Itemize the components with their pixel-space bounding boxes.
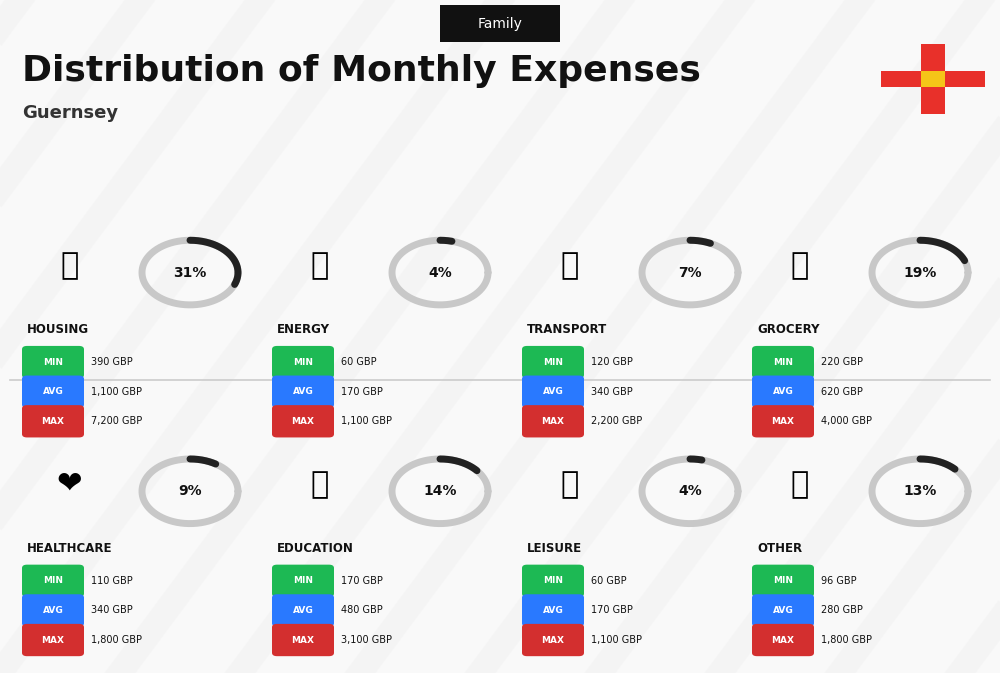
- Text: AVG: AVG: [43, 606, 63, 615]
- FancyBboxPatch shape: [440, 5, 560, 42]
- Text: Guernsey: Guernsey: [22, 104, 118, 122]
- Text: 1,100 GBP: 1,100 GBP: [91, 387, 142, 396]
- Text: Family: Family: [478, 17, 522, 30]
- FancyBboxPatch shape: [921, 44, 945, 114]
- FancyBboxPatch shape: [272, 405, 334, 437]
- FancyBboxPatch shape: [881, 71, 985, 87]
- FancyBboxPatch shape: [22, 565, 84, 597]
- FancyBboxPatch shape: [752, 376, 814, 408]
- Text: 🎓: 🎓: [311, 470, 329, 499]
- Text: 4%: 4%: [678, 485, 702, 498]
- Text: 1,100 GBP: 1,100 GBP: [341, 417, 392, 426]
- FancyBboxPatch shape: [522, 594, 584, 627]
- Text: 13%: 13%: [903, 485, 937, 498]
- Text: TRANSPORT: TRANSPORT: [527, 323, 607, 336]
- Text: MAX: MAX: [542, 417, 564, 426]
- FancyBboxPatch shape: [522, 624, 584, 656]
- Text: 110 GBP: 110 GBP: [91, 576, 133, 586]
- FancyBboxPatch shape: [522, 405, 584, 437]
- Text: 3,100 GBP: 3,100 GBP: [341, 635, 392, 645]
- Text: 🏢: 🏢: [61, 251, 79, 281]
- Text: 60 GBP: 60 GBP: [341, 357, 377, 367]
- Text: 170 GBP: 170 GBP: [591, 606, 633, 615]
- Text: MAX: MAX: [772, 635, 794, 645]
- Text: 9%: 9%: [178, 485, 202, 498]
- FancyBboxPatch shape: [22, 376, 84, 408]
- Text: 340 GBP: 340 GBP: [591, 387, 633, 396]
- FancyBboxPatch shape: [22, 594, 84, 627]
- FancyBboxPatch shape: [752, 594, 814, 627]
- FancyBboxPatch shape: [272, 346, 334, 378]
- Text: 480 GBP: 480 GBP: [341, 606, 383, 615]
- Text: 14%: 14%: [423, 485, 457, 498]
- Text: 7,200 GBP: 7,200 GBP: [91, 417, 142, 426]
- Text: 390 GBP: 390 GBP: [91, 357, 133, 367]
- Text: MIN: MIN: [43, 576, 63, 586]
- Text: 1,800 GBP: 1,800 GBP: [91, 635, 142, 645]
- Text: 280 GBP: 280 GBP: [821, 606, 863, 615]
- Text: MIN: MIN: [293, 576, 313, 586]
- Text: 4,000 GBP: 4,000 GBP: [821, 417, 872, 426]
- Text: 🔌: 🔌: [311, 251, 329, 281]
- Text: 96 GBP: 96 GBP: [821, 576, 857, 586]
- Text: 120 GBP: 120 GBP: [591, 357, 633, 367]
- Text: MAX: MAX: [42, 417, 64, 426]
- Text: 🛍️: 🛍️: [561, 470, 579, 499]
- Text: ENERGY: ENERGY: [277, 323, 330, 336]
- FancyBboxPatch shape: [522, 565, 584, 597]
- Text: AVG: AVG: [293, 387, 313, 396]
- Text: HEALTHCARE: HEALTHCARE: [27, 542, 113, 555]
- Text: LEISURE: LEISURE: [527, 542, 582, 555]
- Text: Distribution of Monthly Expenses: Distribution of Monthly Expenses: [22, 54, 701, 87]
- Text: 220 GBP: 220 GBP: [821, 357, 863, 367]
- FancyBboxPatch shape: [22, 346, 84, 378]
- Text: AVG: AVG: [773, 606, 793, 615]
- FancyBboxPatch shape: [272, 624, 334, 656]
- Text: MAX: MAX: [292, 417, 315, 426]
- Text: MIN: MIN: [773, 357, 793, 367]
- FancyBboxPatch shape: [22, 624, 84, 656]
- Text: 🛒: 🛒: [791, 251, 809, 281]
- FancyBboxPatch shape: [522, 376, 584, 408]
- Text: MAX: MAX: [42, 635, 64, 645]
- Text: 60 GBP: 60 GBP: [591, 576, 627, 586]
- Text: MAX: MAX: [772, 417, 794, 426]
- FancyBboxPatch shape: [752, 405, 814, 437]
- Text: ❤️: ❤️: [57, 470, 83, 499]
- Text: GROCERY: GROCERY: [757, 323, 820, 336]
- Text: MIN: MIN: [543, 576, 563, 586]
- FancyBboxPatch shape: [752, 346, 814, 378]
- Text: AVG: AVG: [293, 606, 313, 615]
- Text: 👜: 👜: [791, 470, 809, 499]
- Text: 19%: 19%: [903, 266, 937, 279]
- Text: MAX: MAX: [292, 635, 315, 645]
- Text: OTHER: OTHER: [757, 542, 802, 555]
- Text: 170 GBP: 170 GBP: [341, 387, 383, 396]
- Text: AVG: AVG: [773, 387, 793, 396]
- Text: EDUCATION: EDUCATION: [277, 542, 354, 555]
- Text: 1,800 GBP: 1,800 GBP: [821, 635, 872, 645]
- Text: 31%: 31%: [173, 266, 207, 279]
- Text: 2,200 GBP: 2,200 GBP: [591, 417, 642, 426]
- Text: 7%: 7%: [678, 266, 702, 279]
- FancyBboxPatch shape: [522, 346, 584, 378]
- Text: 🚌: 🚌: [561, 251, 579, 281]
- FancyBboxPatch shape: [272, 594, 334, 627]
- FancyBboxPatch shape: [752, 624, 814, 656]
- Text: AVG: AVG: [43, 387, 63, 396]
- Text: 340 GBP: 340 GBP: [91, 606, 133, 615]
- Text: AVG: AVG: [543, 387, 563, 396]
- Text: AVG: AVG: [543, 606, 563, 615]
- Text: 620 GBP: 620 GBP: [821, 387, 863, 396]
- Text: MIN: MIN: [293, 357, 313, 367]
- FancyBboxPatch shape: [752, 565, 814, 597]
- FancyBboxPatch shape: [272, 565, 334, 597]
- FancyBboxPatch shape: [22, 405, 84, 437]
- Text: 1,100 GBP: 1,100 GBP: [591, 635, 642, 645]
- FancyBboxPatch shape: [921, 71, 945, 87]
- Text: 170 GBP: 170 GBP: [341, 576, 383, 586]
- Text: MAX: MAX: [542, 635, 564, 645]
- Text: MIN: MIN: [773, 576, 793, 586]
- FancyBboxPatch shape: [272, 376, 334, 408]
